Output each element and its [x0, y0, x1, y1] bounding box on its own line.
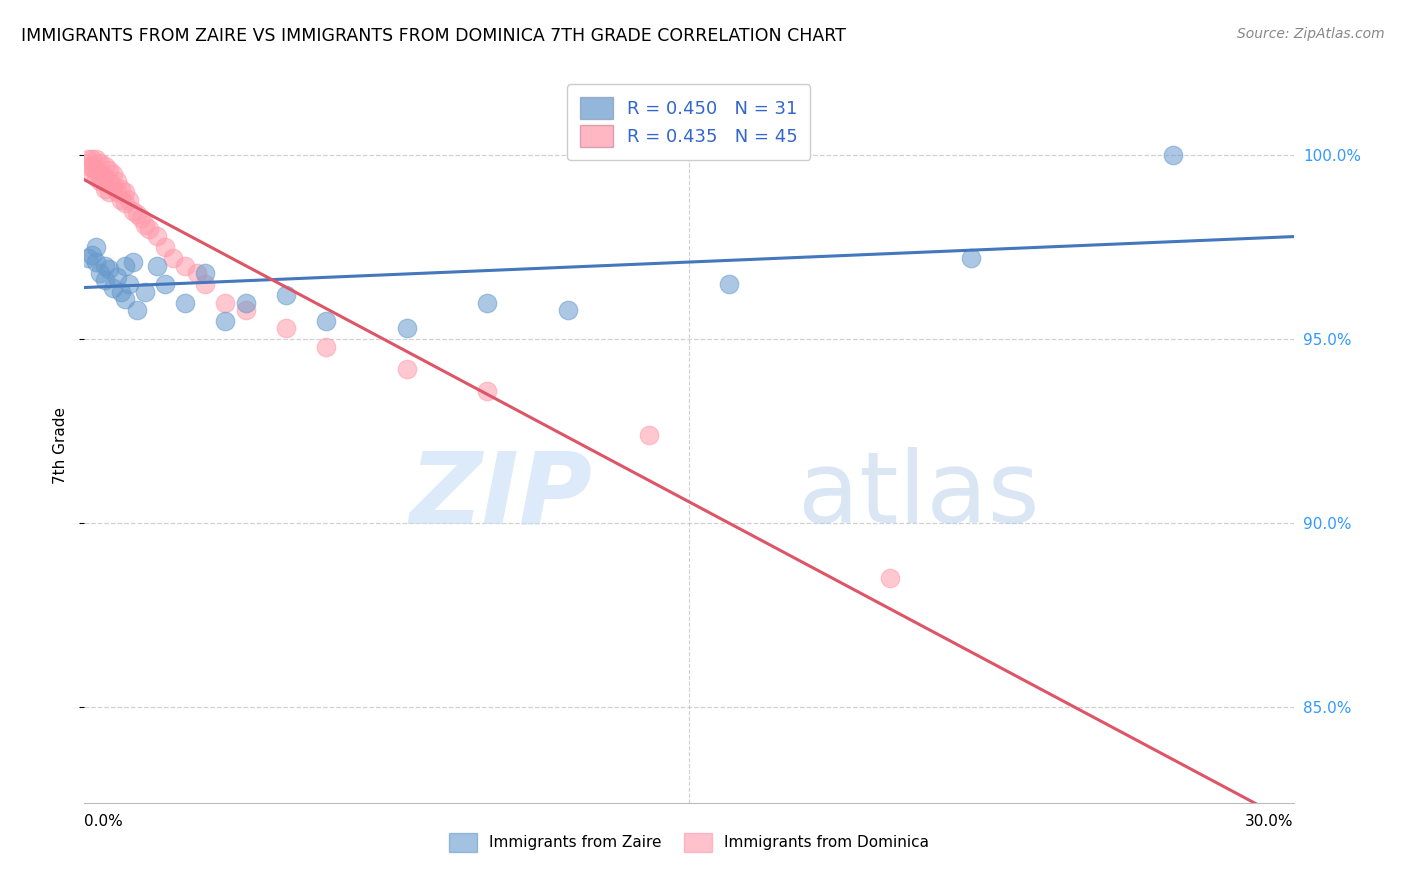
Text: IMMIGRANTS FROM ZAIRE VS IMMIGRANTS FROM DOMINICA 7TH GRADE CORRELATION CHART: IMMIGRANTS FROM ZAIRE VS IMMIGRANTS FROM… — [21, 27, 846, 45]
Point — [186, 266, 208, 280]
Point — [89, 155, 111, 169]
Point — [125, 207, 148, 221]
Point — [315, 314, 337, 328]
Point — [105, 185, 128, 199]
Point — [174, 295, 197, 310]
Point — [114, 196, 136, 211]
Text: 30.0%: 30.0% — [1246, 814, 1294, 829]
Point — [637, 428, 659, 442]
Point — [93, 259, 115, 273]
Point — [82, 167, 104, 181]
Point — [110, 193, 132, 207]
Point — [315, 340, 337, 354]
Point — [274, 321, 297, 335]
Point — [477, 295, 499, 310]
Point — [97, 174, 120, 188]
Point — [235, 302, 257, 317]
Point — [134, 219, 156, 233]
Point — [214, 295, 236, 310]
Point — [93, 181, 115, 195]
Point — [82, 160, 104, 174]
Point — [879, 571, 901, 585]
Point — [162, 252, 184, 266]
Y-axis label: 7th Grade: 7th Grade — [52, 408, 67, 484]
Point — [114, 292, 136, 306]
Point — [134, 285, 156, 299]
Point — [153, 240, 176, 254]
Point — [97, 163, 120, 178]
Point — [194, 266, 217, 280]
Point — [174, 259, 197, 273]
Point — [105, 174, 128, 188]
Point — [118, 193, 141, 207]
Point — [86, 163, 108, 178]
Point — [146, 259, 169, 273]
Legend: Immigrants from Zaire, Immigrants from Dominica: Immigrants from Zaire, Immigrants from D… — [441, 825, 936, 859]
Point — [274, 288, 297, 302]
Point — [105, 269, 128, 284]
Point — [89, 174, 111, 188]
Text: Source: ZipAtlas.com: Source: ZipAtlas.com — [1237, 27, 1385, 41]
Point — [138, 222, 160, 236]
Point — [82, 152, 104, 166]
Point — [121, 203, 143, 218]
Point — [77, 152, 100, 166]
Point — [82, 248, 104, 262]
Point — [153, 277, 176, 292]
Point — [89, 266, 111, 280]
Point — [114, 185, 136, 199]
Point — [129, 211, 152, 225]
Point — [718, 277, 741, 292]
Point — [194, 277, 217, 292]
Point — [214, 314, 236, 328]
Point — [960, 252, 983, 266]
Point — [101, 281, 124, 295]
Point — [1161, 148, 1184, 162]
Point — [101, 178, 124, 192]
Point — [557, 302, 579, 317]
Point — [110, 285, 132, 299]
Point — [477, 384, 499, 398]
Point — [97, 185, 120, 199]
Point — [77, 160, 100, 174]
Point — [93, 160, 115, 174]
Point — [118, 277, 141, 292]
Text: 0.0%: 0.0% — [84, 814, 124, 829]
Point — [395, 321, 418, 335]
Point — [114, 259, 136, 273]
Point — [93, 273, 115, 287]
Point — [77, 252, 100, 266]
Point — [93, 170, 115, 185]
Point — [89, 167, 111, 181]
Point — [110, 181, 132, 195]
Point — [97, 262, 120, 277]
Text: atlas: atlas — [797, 448, 1039, 544]
Point — [86, 240, 108, 254]
Point — [86, 170, 108, 185]
Point — [86, 152, 108, 166]
Point — [86, 255, 108, 269]
Text: ZIP: ZIP — [409, 448, 592, 544]
Point — [101, 167, 124, 181]
Point — [121, 255, 143, 269]
Point — [125, 302, 148, 317]
Point — [146, 229, 169, 244]
Point — [235, 295, 257, 310]
Point — [395, 361, 418, 376]
